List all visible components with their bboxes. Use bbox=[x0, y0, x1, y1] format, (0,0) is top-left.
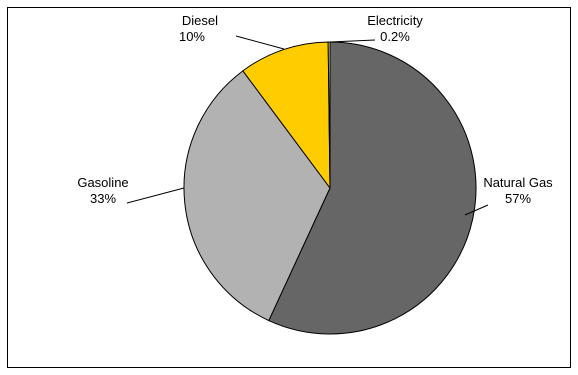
pie-slice-electricity bbox=[327, 41, 331, 189]
data-label-value-natural-gas: 57% bbox=[505, 191, 531, 206]
pie-slice-natural-gas bbox=[268, 41, 477, 335]
data-label-value-gasoline: 33% bbox=[90, 191, 116, 206]
leader-line-natural-gas bbox=[464, 204, 489, 216]
leader-line-electricity bbox=[329, 39, 376, 43]
pie-slice-gasoline bbox=[183, 70, 331, 322]
pie-slice-diesel bbox=[242, 41, 331, 190]
data-label-name-gasoline: Gasoline bbox=[77, 175, 128, 190]
data-label-value-electricity: 0.2% bbox=[380, 29, 410, 44]
data-label-value-diesel: 10% bbox=[179, 29, 205, 44]
data-label-name-natural-gas: Natural Gas bbox=[483, 175, 553, 190]
data-label-name-electricity: Electricity bbox=[367, 13, 423, 28]
leader-line-gasoline bbox=[126, 187, 185, 204]
leader-line-diesel bbox=[235, 35, 285, 50]
data-label-name-diesel: Diesel bbox=[182, 13, 218, 28]
